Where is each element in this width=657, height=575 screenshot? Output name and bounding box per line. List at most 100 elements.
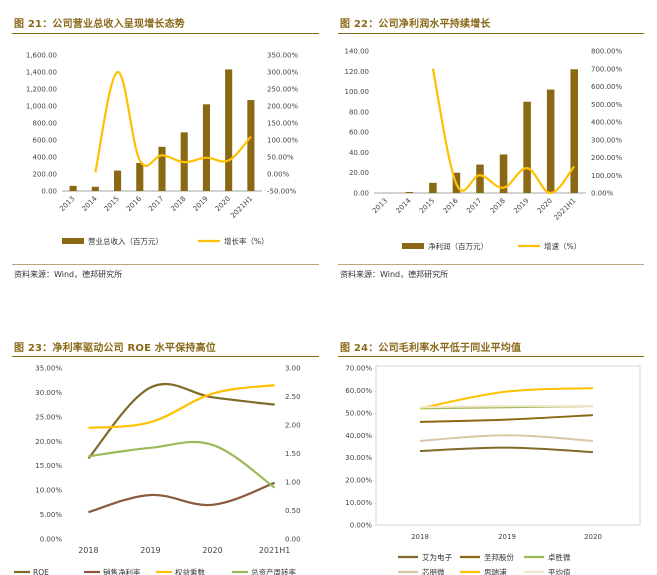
fig21-left-tick: 0.00 <box>41 188 57 196</box>
fig23-x-tick: 2021H1 <box>259 546 290 555</box>
fig24-left-tick: 0.00% <box>350 522 373 530</box>
fig21-bar <box>202 104 210 191</box>
fig22-x-tick: 2013 <box>371 197 389 215</box>
fig23-right-tick: 1.00 <box>285 479 301 487</box>
fig21-x-tick: 2018 <box>169 195 187 213</box>
fig22-left-tick: 120.00 <box>345 68 370 76</box>
fig22-right-tick: 100.00% <box>591 172 622 180</box>
fig21-right-tick: 200.00% <box>267 103 298 111</box>
fig21-left-tick: 600.00 <box>33 137 58 145</box>
fig22-growth-line <box>431 68 576 195</box>
fig23-line-3 <box>88 440 276 489</box>
fig24-legend-label: 思瑞浦 <box>484 567 507 575</box>
fig23-line-0 <box>87 382 275 460</box>
fig21-left-tick: 800.00 <box>33 120 58 128</box>
fig21-bar <box>91 186 99 191</box>
fig22-left-tick: 20.00 <box>349 169 369 177</box>
fig21-left-tick: 200.00 <box>33 171 58 179</box>
fig22-x-tick: 2021H1 <box>553 197 578 222</box>
fig24-legend-label: 芯朋微 <box>422 567 445 575</box>
fig22-bar <box>429 182 437 193</box>
fig22-chart: 140.00 120.00 100.00 80.00 60.00 40.00 20.00 0.… <box>345 48 623 252</box>
fig22-title: 图 22：公司净利润水平持续增长 <box>340 19 491 30</box>
fig23-title-rule <box>12 356 319 357</box>
fig22-x-tick: 2017 <box>465 197 483 215</box>
fig22-legend-swatch <box>402 243 424 249</box>
fig21-bar <box>114 170 122 191</box>
fig22-right-tick: 600.00% <box>591 83 622 91</box>
fig22-right-tick: 300.00% <box>591 136 622 144</box>
fig22-left-tick: 80.00 <box>349 108 369 116</box>
fig24-left-tick: 50.00% <box>345 409 372 417</box>
fig22-right-tick: 500.00% <box>591 101 622 109</box>
fig24-line-1 <box>419 414 594 423</box>
fig23-line-2 <box>88 384 275 429</box>
fig21-x-tick: 2015 <box>103 195 121 213</box>
fig21-bar <box>69 185 77 191</box>
fig23-title: 图 23：净利率驱动公司 ROE 水平保持高位 <box>14 343 216 354</box>
fig21-x-tick: 2016 <box>125 194 144 213</box>
fig21-bar <box>158 146 166 191</box>
fig23-right-tick: 3.00 <box>285 365 301 373</box>
fig22-bar <box>499 154 508 193</box>
fig21-x-tick: 2013 <box>58 195 76 213</box>
fig21-legend-label: 增长率（%） <box>224 236 269 246</box>
fig24-line-5 <box>419 405 594 409</box>
fig24-title-rule <box>338 356 644 357</box>
fig22-x-tick: 2016 <box>442 196 461 215</box>
fig23-right-tick: 2.50 <box>285 393 301 401</box>
fig24-legend-label: 圣邦股份 <box>484 552 514 562</box>
fig22-right-tick: 700.00% <box>591 65 622 73</box>
fig23-right-tick: 1.50 <box>285 450 301 458</box>
fig21-x-tick: 2019 <box>192 195 210 213</box>
fig22-bar <box>523 101 531 193</box>
fig21-x-tick: 2020 <box>214 195 232 213</box>
fig21-right-tick: 50.00% <box>267 154 294 162</box>
fig23-right-tick: 0.00 <box>285 536 301 544</box>
fig22-left-tick: 60.00 <box>349 129 369 137</box>
fig22-title-rule <box>338 33 644 34</box>
fig22-source-rule <box>338 264 644 265</box>
fig23-legend-label: 总资产周转率 <box>251 567 296 575</box>
fig23-left-tick: 25.00% <box>35 413 62 421</box>
fig22-x-tick: 2015 <box>418 197 436 215</box>
fig21-right-tick: 250.00% <box>267 86 298 94</box>
fig22-right-tick: 200.00% <box>591 154 622 162</box>
fig22-x-tick: 2020 <box>536 197 554 215</box>
fig23-x-tick: 2018 <box>78 546 98 555</box>
fig21-bar <box>136 162 144 191</box>
fig24-left-tick: 10.00% <box>345 499 372 507</box>
fig21-legend-swatch <box>62 238 84 244</box>
fig21-right-tick: 100.00% <box>267 137 298 145</box>
fig23-right-tick: 0.50 <box>285 507 301 515</box>
fig24-left-tick: 70.00% <box>345 365 372 373</box>
fig22-bar <box>546 89 555 193</box>
fig22-x-tick: 2018 <box>489 197 507 215</box>
fig24-legend-label: 艾为电子 <box>422 552 452 562</box>
fig21-left-tick: 400.00 <box>33 154 58 162</box>
fig22-left-tick: 40.00 <box>349 149 369 157</box>
fig22-bar <box>476 164 484 193</box>
fig21-bar <box>247 100 255 191</box>
fig22-bar <box>570 69 578 193</box>
fig21-source: 资料来源：Wind，德邦研究所 <box>14 270 123 279</box>
fig22-right-tick: 800.00% <box>591 48 622 56</box>
fig24-line-3 <box>419 434 594 442</box>
fig22-x-tick: 2019 <box>512 197 530 215</box>
fig21-legend-label: 营业总收入（百万元） <box>88 236 163 246</box>
fig21-right-tick: 350.00% <box>267 52 298 60</box>
fig23-line-1 <box>88 481 275 514</box>
fig24-line-4 <box>419 387 594 410</box>
fig23-left-tick: 5.00% <box>40 511 63 519</box>
fig21-x-tick: 2014 <box>80 194 99 213</box>
fig21-right-tick: 150.00% <box>267 120 298 128</box>
fig21-title: 图 21：公司营业总收入呈现增长态势 <box>14 19 185 30</box>
fig24-left-tick: 60.00% <box>345 387 372 395</box>
fig24-x-tick: 2018 <box>411 533 429 541</box>
fig21-right-tick: -50.00% <box>267 188 297 196</box>
fig24-chart: 70.00% 60.00% 50.00% 40.00% 30.00% 20.00% 10.0… <box>345 365 641 575</box>
fig21-right-tick: 300.00% <box>267 69 298 77</box>
fig23-legend-label: 销售净利率 <box>103 567 141 575</box>
fig21-growth-line <box>94 70 252 173</box>
fig23-x-tick: 2020 <box>202 546 222 555</box>
